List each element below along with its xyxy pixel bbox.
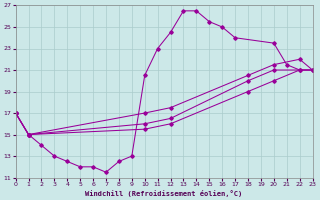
- X-axis label: Windchill (Refroidissement éolien,°C): Windchill (Refroidissement éolien,°C): [85, 190, 243, 197]
